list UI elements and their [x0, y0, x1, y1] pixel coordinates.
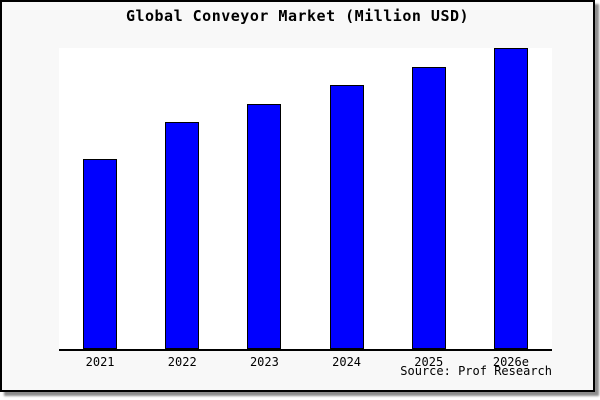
bar-2024: [329, 85, 364, 349]
source-credit: Source: Prof Research: [400, 364, 552, 378]
x-tick-label-2025: 2025: [414, 355, 444, 369]
x-tick-label-2021: 2021: [85, 355, 115, 369]
bar-2025: [411, 67, 446, 349]
x-axis-labels: 2021 2022 2023 2024 2025 2026e: [59, 355, 552, 369]
chart-frame: Global Conveyor Market (Million USD) 202…: [0, 0, 595, 392]
plot-area: [59, 48, 552, 351]
x-tick-label-2026e: 2026e: [492, 355, 529, 369]
bar-2022: [165, 122, 200, 349]
bar-2021: [83, 159, 118, 349]
x-tick-label-2023: 2023: [249, 355, 279, 369]
bar-2023: [247, 104, 282, 349]
x-tick-label-2024: 2024: [332, 355, 362, 369]
bar-2026e: [493, 48, 528, 349]
x-tick-label-2022: 2022: [167, 355, 197, 369]
chart-title: Global Conveyor Market (Million USD): [125, 7, 470, 25]
